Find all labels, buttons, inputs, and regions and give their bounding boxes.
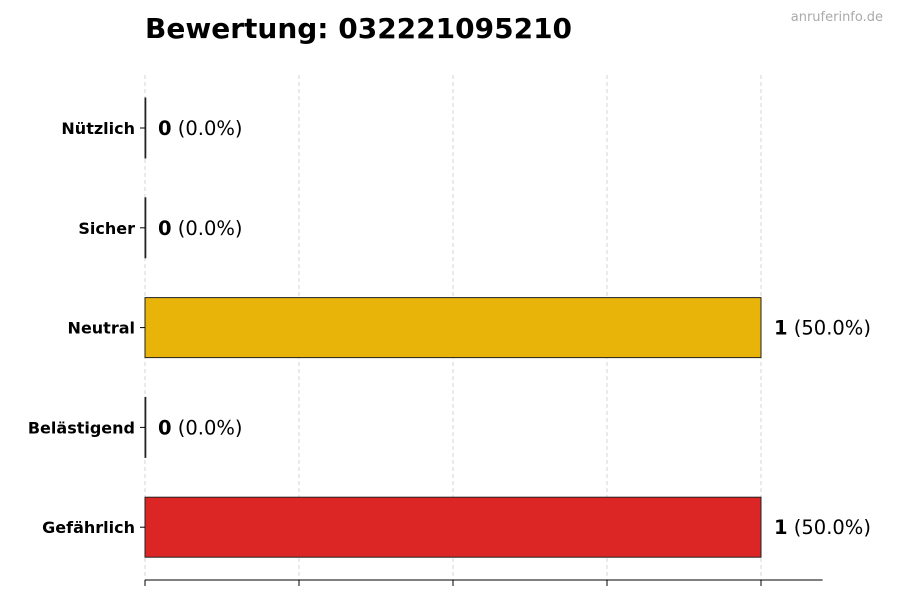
bar-gefährlich	[144, 496, 762, 558]
data-label: 0 (0.0%)	[158, 217, 243, 240]
y-tick-label: Sicher	[78, 219, 135, 238]
data-label-count: 0	[158, 117, 172, 140]
data-label-percent: (50.0%)	[788, 516, 871, 539]
data-label: 0 (0.0%)	[158, 117, 243, 140]
data-label-percent: (0.0%)	[172, 416, 243, 439]
data-label-percent: (0.0%)	[172, 117, 243, 140]
y-tick-label: Gefährlich	[42, 518, 135, 537]
bar-belästigend	[144, 396, 147, 458]
data-label: 0 (0.0%)	[158, 416, 243, 439]
y-tick-label: Belästigend	[28, 418, 135, 437]
data-label-count: 0	[158, 217, 172, 240]
data-label: 1 (50.0%)	[774, 516, 871, 539]
y-tick-label: Neutral	[68, 319, 135, 338]
y-tick-label: Nützlich	[61, 119, 135, 138]
chart-title: Bewertung: 032221095210	[145, 12, 573, 45]
bar-neutral	[144, 297, 762, 359]
data-label-percent: (0.0%)	[172, 217, 243, 240]
data-label-count: 1	[774, 317, 788, 340]
bar-nützlich	[144, 97, 147, 159]
data-label: 1 (50.0%)	[774, 317, 871, 340]
data-label-count: 1	[774, 516, 788, 539]
bar-sicher	[144, 197, 147, 259]
data-label-percent: (50.0%)	[788, 317, 871, 340]
data-label-count: 0	[158, 416, 172, 439]
watermark: anruferinfo.de	[790, 10, 883, 25]
